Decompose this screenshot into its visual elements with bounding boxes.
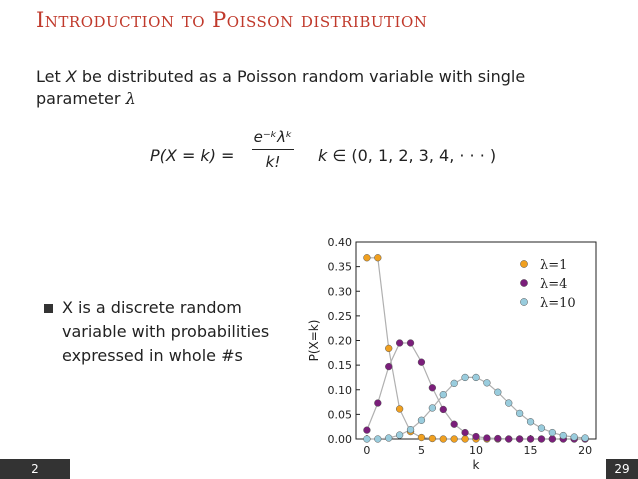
footer-right-box: 29 — [606, 459, 638, 479]
y-tick-label: 0.00 — [328, 433, 353, 446]
data-point — [417, 416, 426, 424]
footer-left-box: 2 — [0, 459, 70, 479]
data-point — [559, 431, 567, 440]
x-tick-label: 15 — [524, 444, 538, 457]
legend-label: λ=4 — [540, 277, 567, 292]
data-point — [374, 254, 382, 262]
intro-text: Let X be distributed as a Poisson random… — [36, 66, 596, 110]
bullet-text: X is a discrete random variable with pro… — [62, 298, 270, 365]
data-point — [385, 362, 393, 371]
data-point — [450, 420, 458, 428]
data-point — [461, 435, 469, 443]
bullet-square-icon — [44, 304, 53, 313]
formula-rhs: k ∈ (0, 1, 2, 3, 4, · · · ) — [318, 146, 496, 165]
data-point — [515, 435, 524, 443]
formula-numerator: e⁻ᵏλᵏ — [253, 128, 293, 146]
y-tick-label: 0.15 — [328, 359, 353, 372]
data-point — [494, 434, 502, 443]
data-point — [450, 379, 458, 387]
data-point — [526, 418, 535, 426]
data-point — [581, 434, 589, 442]
legend-marker — [520, 279, 528, 287]
data-point — [406, 339, 415, 347]
y-tick-label: 0.10 — [328, 384, 353, 397]
y-tick-label: 0.30 — [328, 285, 353, 298]
formula-fraction: e⁻ᵏλᵏ k! — [252, 128, 294, 171]
x-tick-label: 0 — [363, 444, 370, 457]
y-axis-label: P(X=k) — [307, 320, 321, 362]
data-point — [428, 434, 437, 443]
data-point — [417, 358, 426, 366]
data-point — [548, 428, 557, 437]
x-tick-label: 10 — [469, 444, 483, 457]
data-point — [374, 435, 382, 443]
data-point — [570, 433, 578, 441]
data-point — [406, 425, 415, 434]
intro-prefix: Let — [36, 67, 66, 86]
legend-marker — [520, 260, 528, 268]
y-tick-label: 0.35 — [328, 261, 353, 274]
legend-label: λ=1 — [540, 258, 567, 273]
fraction-bar — [252, 149, 294, 150]
data-point — [515, 409, 524, 418]
data-point — [363, 426, 371, 434]
data-point — [439, 435, 447, 443]
data-point — [537, 435, 546, 443]
data-point — [439, 405, 447, 414]
data-point — [417, 433, 426, 442]
data-point — [395, 431, 404, 439]
data-point — [363, 435, 371, 443]
data-point — [526, 435, 535, 443]
formula-rhs-set: ∈ (0, 1, 2, 3, 4, · · · ) — [327, 146, 497, 165]
legend-label: λ=10 — [540, 296, 576, 311]
data-point — [483, 434, 491, 442]
data-point — [450, 435, 458, 443]
data-point — [548, 435, 557, 443]
data-point — [439, 391, 447, 399]
plot-frame — [355, 241, 597, 440]
data-point — [385, 344, 393, 353]
data-point — [472, 373, 480, 382]
poisson-chart: 0.00 0.05 0.10 0.15 0.20 0.25 0.30 0.35 0.40 0 5 10… — [307, 236, 597, 472]
data-point — [483, 379, 491, 387]
data-point — [363, 254, 371, 262]
x-tick-label: 20 — [578, 444, 592, 457]
y-tick-label: 0.20 — [328, 335, 353, 348]
formula-rhs-var: k — [318, 146, 328, 165]
data-point — [428, 404, 437, 412]
data-point — [494, 388, 502, 396]
data-point — [537, 424, 546, 432]
data-point — [395, 405, 404, 413]
formula-denominator: k! — [265, 153, 281, 171]
y-tick-label: 0.40 — [328, 236, 353, 249]
intro-body: be distributed as a Poisson random varia… — [36, 67, 526, 108]
slide-number: 29 — [614, 462, 630, 476]
data-point — [385, 434, 393, 442]
data-point — [395, 339, 404, 347]
data-point — [505, 399, 513, 407]
intro-variable: X — [65, 67, 77, 86]
y-tick-label: 0.25 — [328, 310, 353, 323]
y-tick-label: 0.05 — [328, 408, 353, 421]
data-point — [461, 428, 469, 437]
data-point — [461, 373, 469, 382]
footer-left-number: 2 — [31, 462, 39, 476]
data-point — [505, 435, 513, 443]
x-tick-label: 5 — [418, 444, 425, 457]
legend-marker — [520, 298, 528, 306]
intro-lambda: λ — [125, 89, 136, 108]
formula-lhs: P(X = k) = — [150, 146, 235, 165]
data-point — [472, 432, 480, 441]
data-point — [374, 399, 382, 407]
slide-title: Introduction to Poisson distribution — [36, 8, 428, 32]
x-axis-label: k — [473, 458, 480, 472]
data-point — [428, 384, 437, 392]
